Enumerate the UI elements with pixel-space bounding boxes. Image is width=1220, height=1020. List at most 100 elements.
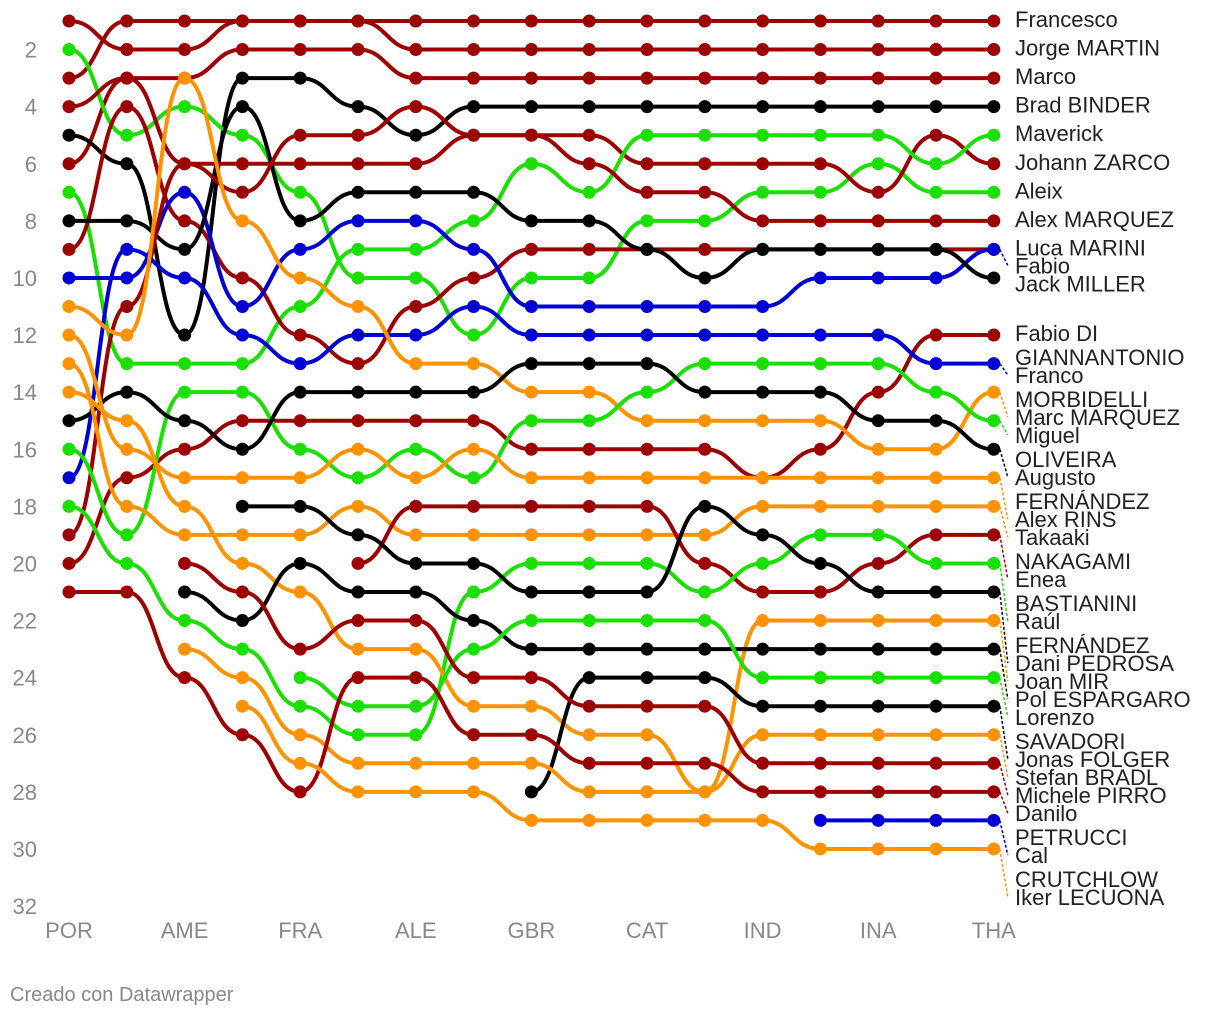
- data-point: [467, 271, 481, 285]
- data-point: [582, 14, 596, 28]
- data-point: [409, 71, 423, 85]
- series-end-label: Dani PEDROSA: [1015, 651, 1174, 676]
- data-point: [178, 71, 192, 85]
- data-point: [409, 214, 423, 228]
- data-point: [235, 328, 249, 342]
- data-point: [871, 128, 885, 142]
- data-point: [524, 14, 538, 28]
- data-point: [756, 813, 770, 827]
- data-point: [813, 385, 827, 399]
- data-point: [62, 300, 76, 313]
- data-point: [929, 471, 943, 485]
- data-point: [178, 43, 192, 57]
- data-point: [235, 271, 249, 285]
- data-point: [640, 385, 654, 399]
- y-tick-label: 6: [25, 152, 37, 177]
- data-point: [871, 614, 885, 628]
- data-point: [120, 157, 134, 171]
- data-point: [582, 699, 596, 713]
- data-point: [409, 385, 423, 399]
- x-tick-label: IND: [744, 918, 782, 943]
- data-point: [293, 214, 307, 228]
- data-point: [698, 442, 712, 456]
- data-point: [756, 528, 770, 542]
- data-point: [351, 242, 365, 256]
- data-point: [582, 242, 596, 256]
- data-point: [467, 128, 481, 142]
- data-point: [178, 385, 192, 399]
- data-point: [756, 699, 770, 713]
- data-point: [351, 614, 365, 628]
- data-point: [813, 813, 827, 827]
- data-point: [178, 671, 192, 685]
- data-point: [987, 214, 1001, 228]
- data-point: [524, 414, 538, 428]
- data-point: [467, 185, 481, 199]
- data-point: [929, 756, 943, 770]
- data-point: [987, 414, 1001, 428]
- data-point: [640, 642, 654, 656]
- label-connector: [999, 420, 1009, 436]
- data-point: [582, 642, 596, 656]
- data-point: [467, 614, 481, 628]
- y-tick-label: 22: [13, 609, 37, 634]
- data-point: [62, 471, 76, 485]
- data-point: [235, 185, 249, 199]
- data-point: [62, 214, 76, 228]
- data-point: [524, 585, 538, 599]
- data-point: [698, 100, 712, 114]
- label-connector: [999, 648, 1009, 700]
- series-end-label: SAVADORI: [1015, 729, 1125, 754]
- data-point: [582, 756, 596, 770]
- data-point: [178, 642, 192, 656]
- data-point: [987, 756, 1001, 770]
- data-point: [582, 328, 596, 342]
- data-point: [813, 214, 827, 228]
- data-point: [62, 14, 76, 28]
- series-line: [67, 19, 996, 52]
- label-connector: [999, 391, 1009, 418]
- data-point: [582, 499, 596, 513]
- data-point: [178, 100, 192, 114]
- data-point: [178, 242, 192, 256]
- data-point: [698, 499, 712, 513]
- data-point: [178, 14, 192, 28]
- x-tick-label: FRA: [278, 918, 322, 943]
- data-point: [293, 442, 307, 456]
- data-point: [293, 357, 307, 371]
- data-point: [409, 271, 423, 285]
- data-point: [467, 300, 481, 313]
- data-point: [813, 556, 827, 570]
- data-point: [524, 756, 538, 770]
- data-point: [813, 242, 827, 256]
- data-point: [929, 214, 943, 228]
- data-point: [524, 499, 538, 513]
- data-point: [813, 43, 827, 57]
- data-point: [640, 785, 654, 799]
- data-point: [351, 385, 365, 399]
- data-point: [467, 100, 481, 114]
- data-point: [987, 71, 1001, 85]
- series-end-label: Michele PIRRO: [1015, 783, 1167, 808]
- data-point: [120, 528, 134, 542]
- x-tick-label: POR: [45, 918, 93, 943]
- data-point: [756, 14, 770, 28]
- data-point: [62, 528, 76, 542]
- series-end-label: FERNÁNDEZ: [1015, 633, 1149, 658]
- data-point: [871, 214, 885, 228]
- data-point: [640, 214, 654, 228]
- data-point: [582, 728, 596, 742]
- data-point: [756, 71, 770, 85]
- data-point: [698, 614, 712, 628]
- data-point: [409, 528, 423, 542]
- data-point: [351, 43, 365, 57]
- data-point: [640, 442, 654, 456]
- data-point: [813, 14, 827, 28]
- series-end-label: GIANNANTONIO: [1015, 345, 1185, 370]
- data-point: [409, 328, 423, 342]
- data-point: [756, 242, 770, 256]
- data-point: [524, 242, 538, 256]
- data-point: [698, 813, 712, 827]
- data-point: [409, 300, 423, 313]
